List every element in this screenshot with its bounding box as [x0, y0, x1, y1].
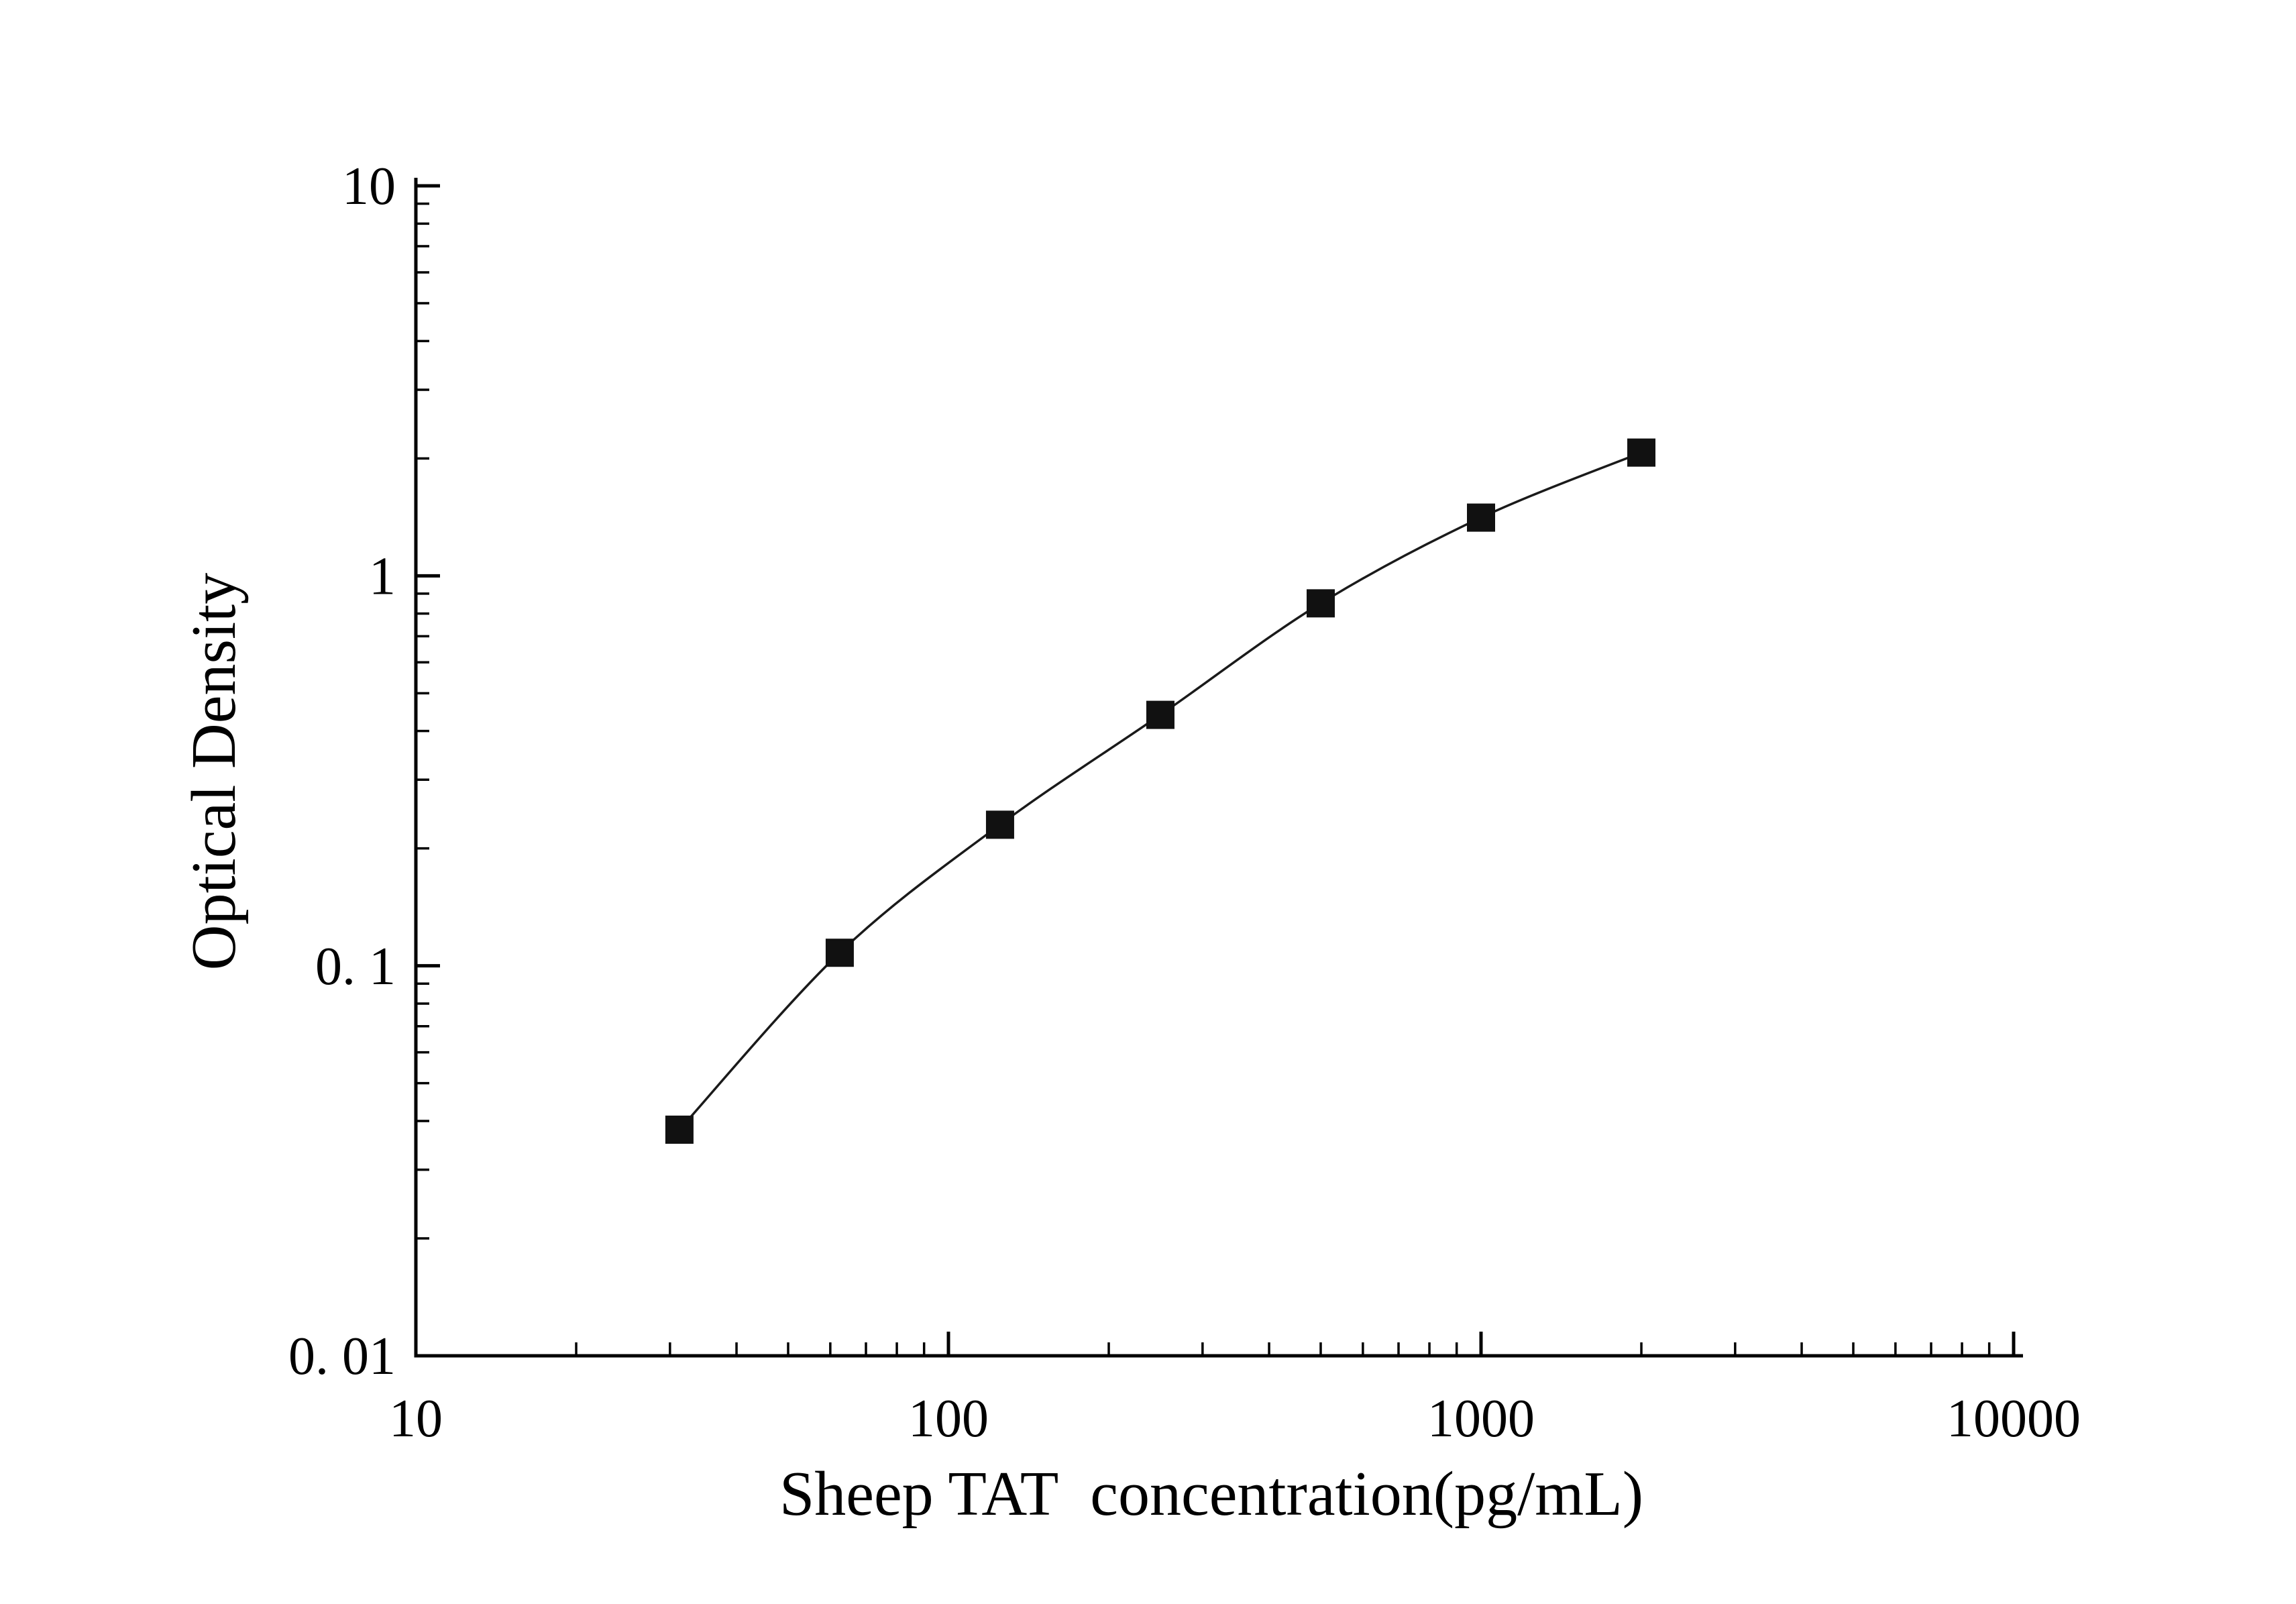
data-point-marker: [1627, 438, 1656, 467]
y-axis-title: Optical Density: [179, 573, 249, 971]
y-tick-label: 0. 1: [315, 937, 396, 996]
axes-layer: 10 100 1000 10000 10 1 0. 1 0. 01: [288, 157, 2081, 1448]
x-tick-label: 100: [908, 1389, 989, 1448]
data-point-marker: [825, 939, 854, 967]
y-tick-label: 1: [369, 547, 396, 606]
x-tick-label: 1000: [1427, 1389, 1535, 1448]
series-line: [678, 451, 1642, 1131]
data-point-marker: [665, 1115, 694, 1144]
x-tick-label: 10: [389, 1389, 443, 1448]
data-point-marker: [1146, 700, 1174, 729]
x-tick-label: 10000: [1947, 1389, 2081, 1448]
y-tick-label: 10: [342, 157, 396, 216]
data-point-marker: [1306, 589, 1335, 618]
axis-spines: [414, 178, 2023, 1358]
data-point-marker: [1467, 503, 1495, 532]
y-tick-label: 0. 01: [288, 1327, 396, 1386]
data-point-marker: [985, 810, 1014, 839]
x-axis-title: Sheep TAT concentration(pg/mL): [779, 1459, 1643, 1529]
series-layer: [665, 438, 1656, 1144]
